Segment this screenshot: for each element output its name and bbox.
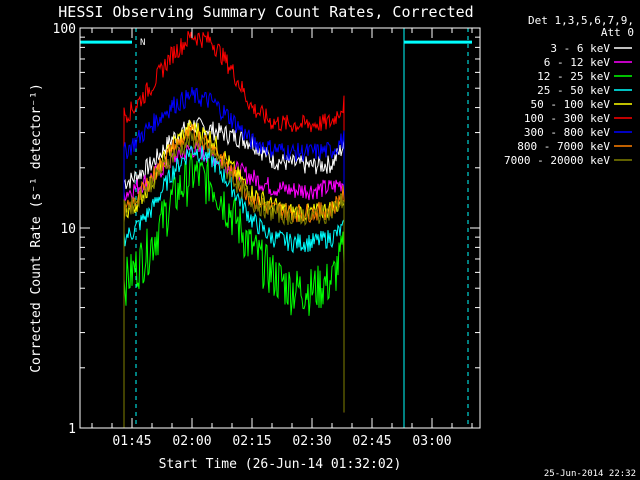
x-tick-label: 02:00 — [172, 434, 211, 449]
legend-header: Det 1,3,5,6,7,9, — [528, 14, 634, 27]
legend-entry-label: 300 - 800 keV — [524, 126, 610, 139]
series-line-3 — [123, 153, 345, 428]
x-tick-label: 02:45 — [352, 434, 391, 449]
legend-entry-label: 3 - 6 keV — [550, 42, 610, 55]
series-line-8 — [123, 124, 345, 428]
legend-entry-label: 7000 - 20000 keV — [504, 154, 610, 167]
y-axis-label: Corrected Count Rate (s⁻¹ detector⁻¹) — [29, 83, 44, 373]
y-axis: 1 10 100 — [53, 22, 480, 437]
x-tick-label: 03:00 — [412, 434, 451, 449]
x-tick-label: 01:45 — [112, 434, 151, 449]
y-tick-label: 1 — [68, 422, 76, 437]
footer-timestamp: 25-Jun-2014 22:32 — [544, 469, 636, 479]
x-axis: 01:45 02:00 02:15 02:30 02:45 03:00 — [91, 28, 473, 449]
x-tick-label: 02:15 — [232, 434, 271, 449]
night-marker-label: N — [140, 38, 145, 48]
plot-area: N — [79, 28, 472, 428]
series-line-4 — [123, 145, 345, 428]
legend-entry-label: 6 - 12 keV — [544, 56, 611, 69]
x-axis-label: Start Time (26-Jun-14 01:32:02) — [159, 457, 402, 472]
legend-entry-label: 50 - 100 keV — [531, 98, 611, 111]
y-tick-label: 10 — [60, 222, 76, 237]
series-line-6 — [123, 30, 345, 428]
legend-entry-label: 100 - 300 keV — [524, 112, 610, 125]
series-line-9 — [123, 130, 345, 428]
legend-entry-label: 12 - 25 keV — [537, 70, 610, 83]
series-line-1 — [123, 116, 345, 428]
legend-header: Att 0 — [601, 26, 634, 39]
y-tick-label: 100 — [53, 22, 76, 37]
x-tick-label: 02:30 — [292, 434, 331, 449]
legend-entry-label: 25 - 50 keV — [537, 84, 610, 97]
chart-title: HESSI Observing Summary Count Rates, Cor… — [58, 3, 473, 21]
legend-entry-label: 800 - 7000 keV — [517, 140, 610, 153]
series-line-7 — [123, 87, 345, 428]
